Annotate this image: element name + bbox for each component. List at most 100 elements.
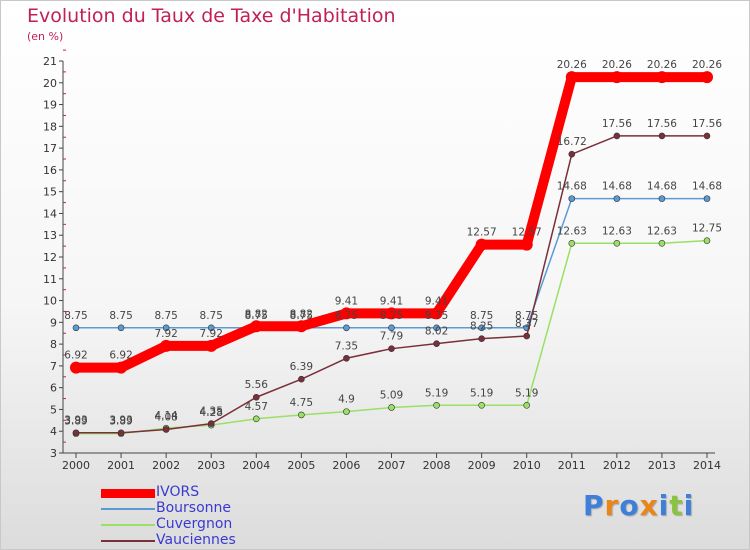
data-label-vauciennes: 6.39 <box>290 361 313 373</box>
legend-label: Cuvergnon <box>156 516 233 532</box>
data-label-cuvergnon: 3.89 <box>64 416 87 428</box>
data-point-ivors <box>295 320 308 333</box>
data-point-boursonne <box>72 324 80 332</box>
data-point-cuvergnon <box>298 411 305 419</box>
x-tick-label: 2001 <box>107 459 135 472</box>
data-label-cuvergnon: 4.57 <box>245 401 268 413</box>
y-tick-label: 16 <box>43 164 57 177</box>
chart-subtitle: (en %) <box>27 30 64 43</box>
data-label-ivors: 6.92 <box>109 350 132 362</box>
data-point-cuvergnon <box>658 239 666 247</box>
data-point-boursonne <box>433 324 440 332</box>
legend-swatch <box>101 540 155 542</box>
y-tick-label: 5 <box>50 403 57 416</box>
y-tick-label: 15 <box>43 186 57 199</box>
data-label-vauciennes: 17.56 <box>647 118 677 130</box>
data-label-vauciennes: 3.93 <box>109 415 132 427</box>
x-tick-label: 2003 <box>197 459 225 472</box>
data-label-vauciennes: 4.35 <box>200 406 223 418</box>
data-point-ivors <box>655 71 668 84</box>
y-tick-label: 19 <box>43 99 57 112</box>
data-point-cuvergnon <box>568 239 576 247</box>
x-tick-label: 2014 <box>693 459 721 472</box>
data-label-ivors: 20.26 <box>602 59 632 71</box>
data-label-boursonne: 8.75 <box>515 310 538 322</box>
data-label-vauciennes: 8.37 <box>515 318 538 330</box>
data-point-ivors <box>701 71 713 84</box>
data-label-vauciennes: 4.08 <box>154 411 177 423</box>
x-tick-label: 2011 <box>558 459 586 472</box>
data-point-ivors <box>70 361 82 374</box>
data-point-boursonne <box>343 324 350 332</box>
data-label-vauciennes: 8.25 <box>470 321 493 333</box>
data-point-vauciennes <box>207 420 215 427</box>
data-label-vauciennes: 17.56 <box>602 118 632 130</box>
x-tick-label: 2012 <box>603 459 631 472</box>
data-label-cuvergnon: 3.89 <box>109 416 132 428</box>
legend-item-cuvergnon: Cuvergnon <box>101 516 301 533</box>
data-point-boursonne <box>117 324 125 332</box>
y-tick-label: 9 <box>50 316 57 329</box>
legend-label: IVORS <box>156 484 200 500</box>
legend-item-vauciennes: Vauciennes <box>101 532 301 549</box>
data-label-cuvergnon: 12.75 <box>692 223 722 235</box>
data-point-ivors <box>385 307 398 320</box>
data-label-vauciennes: 7.79 <box>380 331 403 343</box>
data-point-ivors <box>115 361 128 374</box>
y-tick-label: 18 <box>43 120 57 133</box>
data-point-vauciennes <box>343 354 350 362</box>
data-point-ivors <box>250 320 263 333</box>
y-tick-label: 17 <box>43 142 57 155</box>
data-label-boursonne: 8.75 <box>64 310 87 322</box>
data-label-cuvergnon: 12.63 <box>557 225 587 237</box>
y-tick-label: 8 <box>50 338 57 351</box>
data-point-vauciennes <box>388 345 395 352</box>
y-tick-label: 20 <box>43 77 57 90</box>
data-point-vauciennes <box>252 393 260 401</box>
data-point-vauciennes <box>117 429 125 437</box>
data-label-boursonne: 14.68 <box>692 181 722 193</box>
data-label-cuvergnon: 4.9 <box>338 394 355 406</box>
data-point-cuvergnon <box>703 237 711 244</box>
x-tick-label: 2002 <box>152 459 180 472</box>
data-label-ivors: 8.82 <box>245 308 268 320</box>
legend-swatch <box>101 524 155 526</box>
data-point-vauciennes <box>658 132 666 140</box>
data-point-boursonne <box>162 324 170 332</box>
x-tick-label: 2007 <box>378 459 406 472</box>
data-label-cuvergnon: 4.75 <box>290 397 313 409</box>
data-label-boursonne: 8.75 <box>290 310 313 322</box>
data-point-vauciennes <box>72 429 80 437</box>
data-label-boursonne: 8.75 <box>200 310 223 322</box>
data-point-ivors <box>565 71 578 84</box>
data-label-vauciennes: 5.56 <box>245 379 269 391</box>
data-point-ivors <box>430 307 443 320</box>
y-tick-label: 6 <box>50 382 57 395</box>
data-label-vauciennes: 3.93 <box>64 415 87 427</box>
legend-label: Boursonne <box>156 500 232 516</box>
data-label-cuvergnon: 5.19 <box>470 387 493 399</box>
data-label-cuvergnon: 4.14 <box>154 410 178 422</box>
data-point-boursonne <box>613 195 621 202</box>
data-point-ivors <box>475 238 488 251</box>
x-tick-label: 2008 <box>423 459 451 472</box>
data-label-ivors: 6.92 <box>64 350 87 362</box>
data-point-cuvergnon <box>343 408 350 415</box>
x-tick-label: 2006 <box>332 459 360 472</box>
data-point-ivors <box>340 307 353 320</box>
data-point-vauciennes <box>478 335 485 342</box>
x-tick-label: 2009 <box>468 459 496 472</box>
x-tick-label: 2005 <box>287 459 315 472</box>
data-point-boursonne <box>207 324 215 332</box>
data-point-vauciennes <box>162 426 170 433</box>
data-label-boursonne: 8.75 <box>245 310 268 322</box>
data-label-vauciennes: 8.02 <box>425 326 448 338</box>
data-point-ivors <box>160 339 173 352</box>
data-label-boursonne: 8.75 <box>380 310 403 322</box>
data-point-cuvergnon <box>252 415 260 423</box>
data-label-boursonne: 14.68 <box>557 181 587 193</box>
chart-legend: IVORS Boursonne Cuvergnon Vauciennes <box>101 484 301 549</box>
y-tick-label: 12 <box>43 251 57 264</box>
legend-swatch <box>101 508 155 510</box>
